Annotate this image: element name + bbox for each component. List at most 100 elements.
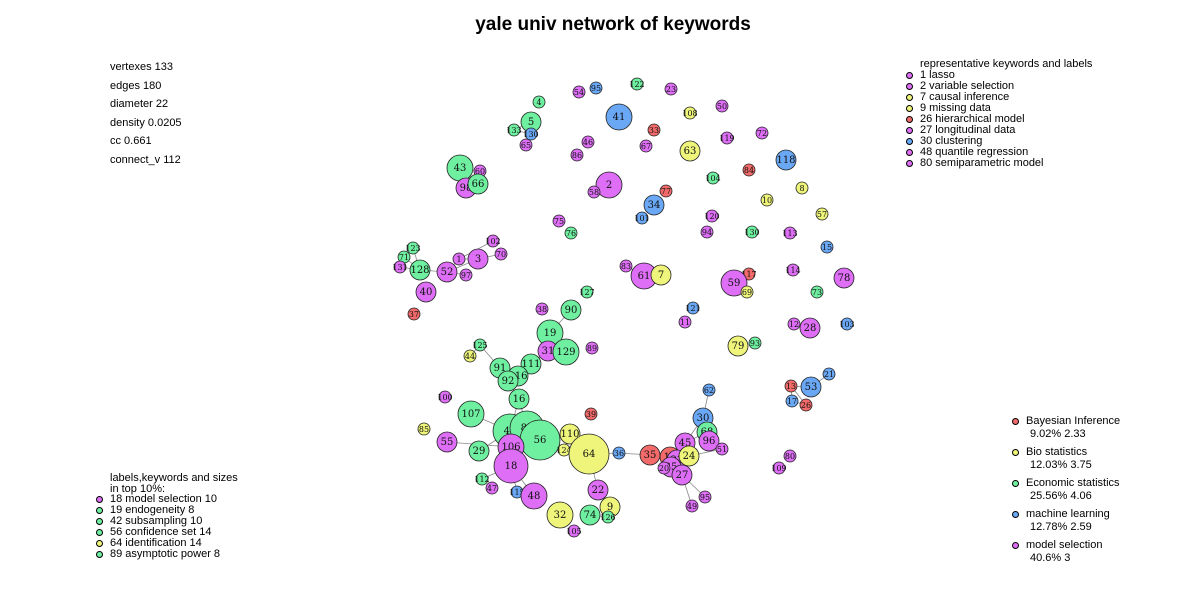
node-label: 12 xyxy=(789,320,799,329)
network-node: 104 xyxy=(705,171,721,185)
node-label: 60 xyxy=(475,167,485,176)
top-legend-item: 64 identification 14 xyxy=(110,537,202,549)
node-label: 33 xyxy=(649,126,659,135)
network-node: 41 xyxy=(605,103,633,131)
node-circle xyxy=(520,353,542,375)
node-label: 56 xyxy=(534,435,547,446)
node-label: 61 xyxy=(638,271,651,282)
node-label: 102 xyxy=(485,237,500,246)
network-node: 39 xyxy=(584,407,598,421)
node-label: 10 xyxy=(762,196,772,205)
node-circle xyxy=(820,240,834,254)
node-label: 59 xyxy=(728,278,741,289)
node-circle xyxy=(406,241,420,255)
node-circle xyxy=(524,127,538,141)
legend-marker xyxy=(96,496,103,503)
node-label: 69 xyxy=(742,288,752,297)
node-label: 84 xyxy=(744,166,754,175)
node-circle xyxy=(702,383,716,397)
network-node: 73 xyxy=(810,285,824,299)
node-circle xyxy=(720,131,734,145)
node-circle xyxy=(587,479,609,501)
node-label: 38 xyxy=(537,305,547,314)
node-circle xyxy=(560,299,582,321)
network-node: 102 xyxy=(485,234,501,248)
node-circle xyxy=(393,260,407,274)
node-label: 25 xyxy=(665,462,678,473)
representative-legend-item: 80 semiparametric model xyxy=(920,157,1044,169)
node-circle xyxy=(705,209,719,223)
node-label: 126 xyxy=(600,513,615,522)
network-node: 121 xyxy=(685,301,701,315)
network-node: 15 xyxy=(820,240,834,254)
node-circle xyxy=(740,285,754,299)
node-label: 47 xyxy=(487,484,497,493)
legend-marker xyxy=(906,83,913,90)
node-label: 55 xyxy=(441,437,454,448)
node-label: 44 xyxy=(465,352,475,361)
node-label: 26 xyxy=(801,401,811,410)
node-circle xyxy=(535,302,549,316)
node-circle xyxy=(742,163,756,177)
network-node: 97 xyxy=(459,268,473,282)
top-legend-item: 42 subsampling 10 xyxy=(110,515,203,527)
representative-legend-item: 27 longitudinal data xyxy=(920,124,1016,136)
node-circle xyxy=(639,139,653,153)
node-circle xyxy=(612,446,626,460)
node-label: 121 xyxy=(685,304,700,313)
node-circle xyxy=(570,148,584,162)
legend-marker xyxy=(906,127,913,134)
node-label: 13 xyxy=(786,382,796,391)
node-label: 7 xyxy=(658,270,664,281)
network-node: 3 xyxy=(467,248,489,270)
network-node: 53 xyxy=(800,376,822,398)
node-circle xyxy=(467,248,489,270)
network-node: 76 xyxy=(564,226,578,240)
node-label: 131 xyxy=(392,263,407,272)
representative-legend-item: 26 hierarchical model xyxy=(920,113,1025,125)
node-circle xyxy=(572,85,586,99)
node-circle xyxy=(589,81,603,95)
node-label: 93 xyxy=(750,339,760,348)
node-label: 43 xyxy=(454,163,467,174)
node-circle xyxy=(579,504,601,526)
node-circle xyxy=(519,138,533,152)
node-circle xyxy=(833,267,855,289)
node-circle xyxy=(463,349,477,363)
representative-legend-item: 1 lasso xyxy=(920,69,955,81)
network-node: 95 xyxy=(589,81,603,95)
network-node: 114 xyxy=(785,263,801,277)
node-circle xyxy=(715,99,729,113)
network-node: 36 xyxy=(612,446,626,460)
node-circle xyxy=(810,285,824,299)
node-circle xyxy=(659,184,673,198)
node-label: 27 xyxy=(676,470,689,481)
node-label: 104 xyxy=(705,174,720,183)
node-label: 54 xyxy=(574,88,584,97)
node-label: 39 xyxy=(586,410,596,419)
node-label: 64 xyxy=(583,449,596,460)
node-circle xyxy=(657,461,671,475)
representative-legend-item: 48 quantile regression xyxy=(920,146,1029,158)
category-legend-name: Bayesian Inference xyxy=(1026,415,1121,427)
legend-marker xyxy=(1012,449,1019,456)
node-circle xyxy=(822,367,836,381)
legend-marker xyxy=(1012,542,1019,549)
network-node: 133 xyxy=(506,123,522,137)
node-label: 65 xyxy=(521,141,531,150)
network-node: 69 xyxy=(740,285,754,299)
node-label: 11 xyxy=(680,318,690,327)
network-node: 17 xyxy=(785,394,799,408)
network-node: 55 xyxy=(436,431,458,453)
legend-marker xyxy=(96,551,103,558)
node-label: 1 xyxy=(456,255,461,264)
network-node: 40 xyxy=(415,281,437,303)
network-node: 85 xyxy=(417,422,431,436)
node-circle xyxy=(559,423,581,445)
network-node: 118 xyxy=(775,149,797,171)
network-node: 23 xyxy=(664,82,678,96)
top-legend-title-1: labels,keywords and sizes xyxy=(110,472,238,484)
network-node: 1 xyxy=(452,252,466,266)
network-node: 29 xyxy=(468,440,490,462)
